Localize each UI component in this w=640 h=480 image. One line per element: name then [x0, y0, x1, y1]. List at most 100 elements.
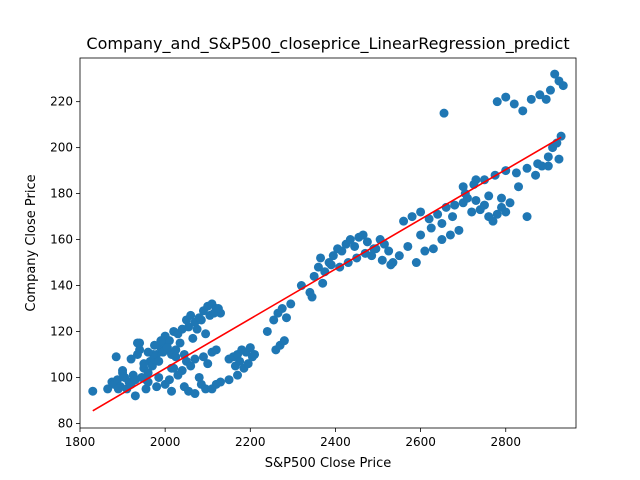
data-point — [518, 106, 528, 116]
data-point — [509, 99, 519, 109]
data-point — [184, 322, 194, 332]
data-point — [492, 209, 502, 219]
data-point — [213, 303, 223, 313]
data-point — [471, 175, 481, 185]
data-point — [156, 336, 166, 346]
data-point — [194, 372, 204, 382]
y-tick-label: 180 — [50, 187, 73, 201]
data-point — [535, 90, 545, 100]
data-point — [139, 359, 149, 369]
data-point — [399, 216, 409, 226]
data-point — [558, 81, 568, 91]
data-point — [224, 375, 234, 385]
data-point — [337, 246, 347, 256]
data-point — [316, 253, 326, 263]
data-point — [501, 92, 511, 102]
data-point — [143, 368, 153, 378]
data-point — [269, 315, 279, 325]
plot-frame — [79, 57, 577, 429]
data-point — [514, 182, 524, 192]
data-point — [175, 338, 185, 348]
data-point — [479, 200, 489, 210]
data-point — [454, 225, 464, 235]
data-point — [118, 368, 128, 378]
y-tick-label: 140 — [50, 279, 73, 293]
data-point — [526, 94, 536, 104]
data-point — [501, 207, 511, 217]
data-point — [496, 193, 506, 203]
data-point — [171, 352, 181, 362]
data-point — [345, 235, 355, 245]
data-point — [150, 340, 160, 350]
x-tick-label: 2200 — [235, 435, 266, 449]
data-point — [286, 299, 296, 309]
regression-line — [92, 136, 562, 412]
y-axis-ticks: 80 100 120 140 160 180 200 220 — [50, 95, 80, 430]
data-point — [198, 352, 208, 362]
data-point — [190, 354, 200, 364]
data-point — [243, 359, 253, 369]
data-point — [484, 191, 494, 201]
data-point — [445, 230, 455, 240]
data-point — [437, 235, 447, 245]
data-point — [233, 370, 243, 380]
data-point — [262, 326, 272, 336]
data-point — [488, 216, 498, 226]
data-point — [245, 343, 255, 353]
data-point — [403, 241, 413, 251]
data-point — [424, 214, 434, 224]
data-point — [448, 212, 458, 222]
data-point — [281, 313, 291, 323]
data-point — [192, 324, 202, 334]
x-tick-label: 2400 — [320, 435, 351, 449]
data-point — [439, 108, 449, 118]
regression-line-layer — [92, 136, 562, 412]
data-point — [113, 384, 123, 394]
data-point — [492, 97, 502, 107]
data-point — [505, 198, 515, 208]
y-axis-label: Company Close Price — [24, 174, 39, 311]
data-point — [143, 347, 153, 357]
data-point — [186, 361, 196, 371]
data-point — [420, 246, 430, 256]
x-tick-label: 2000 — [150, 435, 181, 449]
data-point — [88, 386, 98, 396]
data-point — [279, 336, 289, 346]
data-point — [154, 356, 164, 366]
data-point — [188, 333, 198, 343]
chart-title: Company_and_S&P500_closeprice_LinearRegr… — [86, 34, 569, 54]
y-tick-label: 220 — [50, 95, 73, 109]
data-point — [358, 230, 368, 240]
data-point — [537, 161, 547, 171]
data-point — [433, 209, 443, 219]
x-tick-label: 2800 — [490, 435, 521, 449]
data-point — [235, 356, 245, 366]
data-point — [135, 338, 145, 348]
data-point — [201, 384, 211, 394]
data-point — [411, 258, 421, 268]
data-point — [309, 271, 319, 281]
data-point — [479, 175, 489, 185]
data-point — [132, 349, 142, 359]
data-point — [350, 241, 360, 251]
data-point — [407, 212, 417, 222]
data-point — [277, 303, 287, 313]
data-point — [164, 375, 174, 385]
data-point — [167, 386, 177, 396]
data-point — [543, 152, 553, 162]
data-point — [130, 391, 140, 401]
data-point — [111, 352, 121, 362]
data-point — [467, 207, 477, 217]
y-tick-label: 160 — [50, 233, 73, 247]
y-tick-label: 120 — [50, 324, 73, 338]
data-point — [186, 310, 196, 320]
data-point — [201, 329, 211, 339]
data-point — [126, 354, 136, 364]
data-point — [313, 262, 323, 272]
data-point — [147, 361, 157, 371]
data-point — [541, 94, 551, 104]
x-tick-label: 1800 — [65, 435, 96, 449]
y-tick-label: 200 — [50, 141, 73, 155]
